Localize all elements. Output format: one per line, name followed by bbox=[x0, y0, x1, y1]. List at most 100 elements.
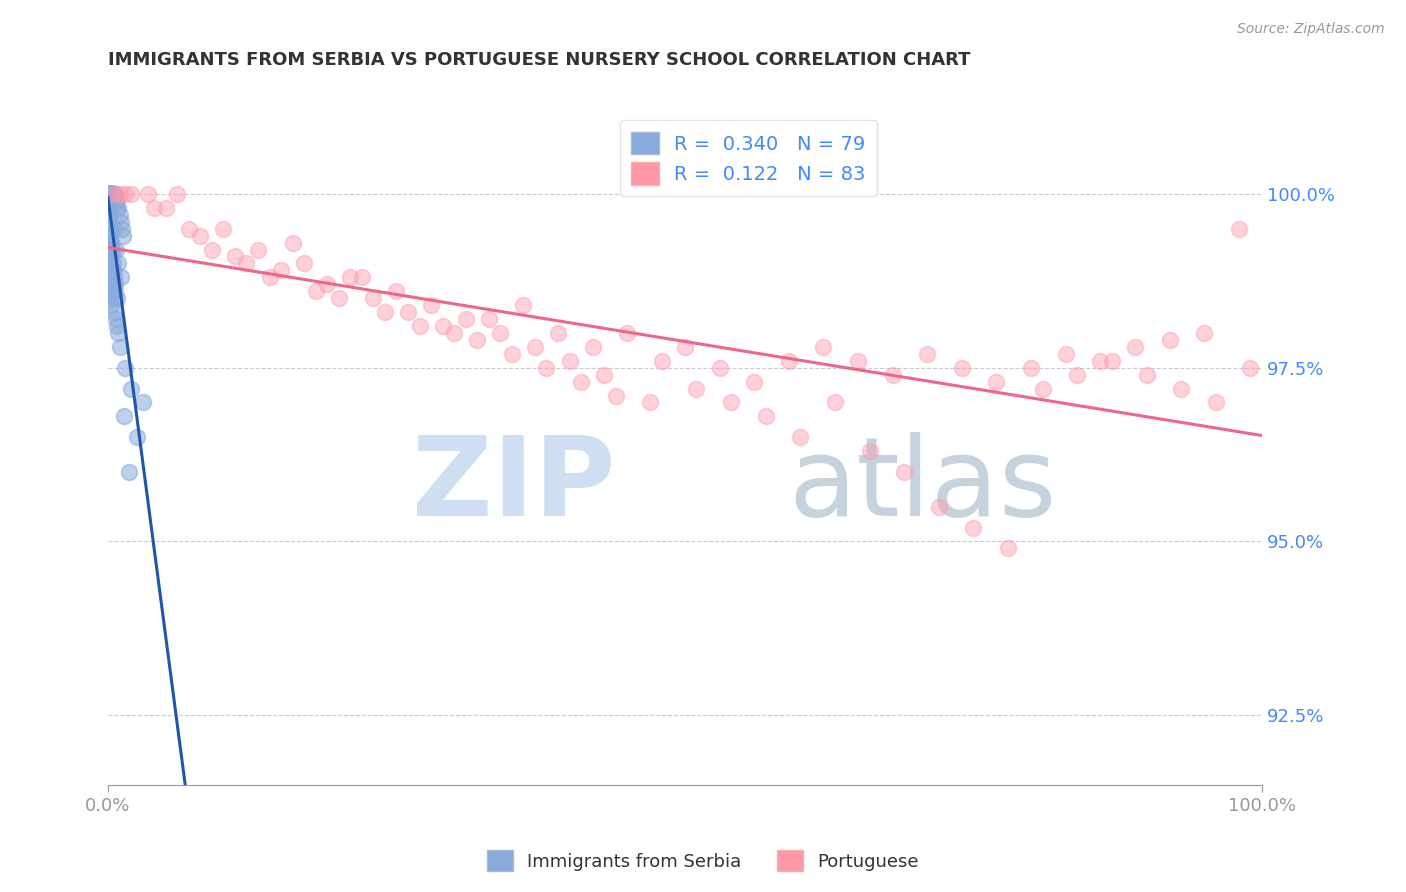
Point bbox=[582, 340, 605, 354]
Point bbox=[98, 235, 121, 250]
Point bbox=[131, 395, 153, 409]
Point bbox=[1123, 340, 1146, 354]
Point bbox=[605, 388, 627, 402]
Point bbox=[101, 263, 124, 277]
Point bbox=[103, 270, 125, 285]
Text: IMMIGRANTS FROM SERBIA VS PORTUGUESE NURSERY SCHOOL CORRELATION CHART: IMMIGRANTS FROM SERBIA VS PORTUGUESE NUR… bbox=[108, 51, 970, 69]
Point bbox=[103, 186, 125, 201]
Legend: R =  0.340   N = 79, R =  0.122   N = 83: R = 0.340 N = 79, R = 0.122 N = 83 bbox=[620, 120, 877, 196]
Point bbox=[98, 186, 121, 201]
Legend: Immigrants from Serbia, Portuguese: Immigrants from Serbia, Portuguese bbox=[479, 843, 927, 879]
Point bbox=[98, 186, 121, 201]
Point bbox=[118, 465, 141, 479]
Point bbox=[593, 368, 616, 382]
Point bbox=[928, 500, 950, 514]
Point bbox=[1032, 382, 1054, 396]
Point bbox=[1205, 395, 1227, 409]
Point bbox=[813, 340, 835, 354]
Point bbox=[224, 250, 246, 264]
Point bbox=[374, 305, 396, 319]
Point bbox=[616, 326, 638, 340]
Point bbox=[501, 347, 523, 361]
Point bbox=[673, 340, 696, 354]
Point bbox=[105, 194, 128, 208]
Point bbox=[465, 333, 488, 347]
Point bbox=[107, 256, 129, 270]
Point bbox=[246, 243, 269, 257]
Point bbox=[858, 444, 880, 458]
Point bbox=[98, 201, 121, 215]
Point bbox=[104, 186, 127, 201]
Point bbox=[640, 395, 662, 409]
Point bbox=[114, 186, 136, 201]
Point bbox=[98, 291, 121, 305]
Point bbox=[155, 201, 177, 215]
Point bbox=[1066, 368, 1088, 382]
Point bbox=[882, 368, 904, 382]
Point bbox=[138, 186, 160, 201]
Point bbox=[1192, 326, 1215, 340]
Point bbox=[720, 395, 742, 409]
Point bbox=[1159, 333, 1181, 347]
Point bbox=[100, 250, 122, 264]
Point bbox=[108, 186, 131, 201]
Point bbox=[98, 186, 121, 201]
Point bbox=[432, 318, 454, 333]
Point bbox=[98, 194, 121, 208]
Point bbox=[100, 235, 122, 250]
Point bbox=[292, 256, 315, 270]
Point bbox=[98, 186, 121, 201]
Point bbox=[98, 221, 121, 235]
Point bbox=[651, 353, 673, 368]
Point bbox=[105, 312, 128, 326]
Point bbox=[363, 291, 385, 305]
Point bbox=[454, 312, 477, 326]
Point bbox=[350, 270, 373, 285]
Point bbox=[108, 208, 131, 222]
Point bbox=[100, 298, 122, 312]
Point bbox=[443, 326, 465, 340]
Point bbox=[125, 430, 148, 444]
Point bbox=[98, 186, 121, 201]
Point bbox=[281, 235, 304, 250]
Point bbox=[101, 186, 124, 201]
Point bbox=[105, 201, 128, 215]
Point bbox=[98, 250, 121, 264]
Point bbox=[100, 186, 122, 201]
Point bbox=[111, 221, 134, 235]
Point bbox=[100, 186, 122, 201]
Point bbox=[101, 263, 124, 277]
Point bbox=[778, 353, 800, 368]
Point bbox=[986, 375, 1008, 389]
Point bbox=[742, 375, 765, 389]
Point bbox=[536, 360, 558, 375]
Point bbox=[98, 186, 121, 201]
Point bbox=[143, 201, 166, 215]
Point bbox=[103, 186, 125, 201]
Point bbox=[685, 382, 707, 396]
Point bbox=[98, 228, 121, 243]
Point bbox=[98, 208, 121, 222]
Point bbox=[120, 186, 142, 201]
Point bbox=[1170, 382, 1192, 396]
Point bbox=[1054, 347, 1077, 361]
Point bbox=[105, 243, 128, 257]
Point bbox=[104, 277, 127, 292]
Point bbox=[100, 235, 122, 250]
Point bbox=[105, 194, 128, 208]
Point bbox=[408, 318, 430, 333]
Point bbox=[177, 221, 200, 235]
Point bbox=[110, 270, 132, 285]
Point bbox=[98, 186, 121, 201]
Text: ZIP: ZIP bbox=[412, 433, 616, 540]
Point bbox=[110, 215, 132, 229]
Point bbox=[420, 298, 443, 312]
Point bbox=[962, 520, 984, 534]
Point bbox=[396, 305, 419, 319]
Point bbox=[100, 243, 122, 257]
Point bbox=[1019, 360, 1042, 375]
Point bbox=[201, 243, 224, 257]
Point bbox=[98, 215, 121, 229]
Point bbox=[114, 360, 136, 375]
Point bbox=[997, 541, 1019, 556]
